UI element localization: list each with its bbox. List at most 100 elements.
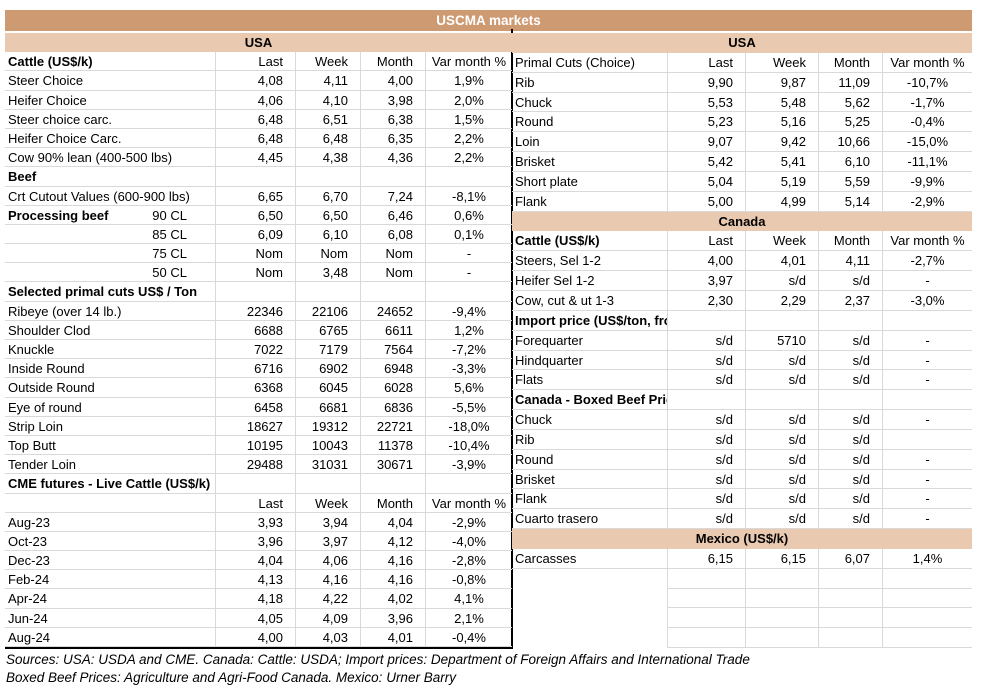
cell-week: 9,42 bbox=[745, 132, 818, 153]
cell-month bbox=[818, 390, 882, 411]
row-label: Steer Choice bbox=[5, 71, 215, 91]
cell-week: s/d bbox=[745, 410, 818, 430]
row-label: Heifer Choice bbox=[5, 91, 215, 110]
section-header-row: Canada - Boxed Beef Prices (US$/k) bbox=[512, 390, 972, 411]
cell-month: 6,08 bbox=[360, 224, 425, 245]
row-label: Outside Round bbox=[5, 378, 215, 398]
cell-month: 4,16 bbox=[360, 570, 425, 590]
cell-week: s/d bbox=[745, 469, 818, 490]
table-row: Top Butt 10195 10043 11378 -10,4% bbox=[5, 435, 512, 456]
cell-week: 6,51 bbox=[295, 109, 360, 129]
cell-month: 6836 bbox=[360, 397, 425, 417]
cell-week bbox=[745, 390, 818, 411]
cell-month: s/d bbox=[818, 449, 882, 470]
cell-month: s/d bbox=[818, 429, 882, 450]
table-row: Dec-23 4,04 4,06 4,16 -2,8% bbox=[5, 551, 512, 571]
cell-var-month bbox=[882, 588, 972, 609]
row-label: Flank bbox=[512, 192, 667, 212]
cell-week: s/d bbox=[745, 489, 818, 510]
cell-week: s/d bbox=[745, 271, 818, 291]
cell-week: 31031 bbox=[295, 455, 360, 475]
row-label: Crt Cutout Values (600-900 lbs) bbox=[5, 187, 215, 206]
cell-var-month: 1,4% bbox=[882, 548, 972, 569]
cell-last: 6,48 bbox=[215, 109, 295, 129]
cell-month: Month bbox=[360, 52, 425, 72]
cell-month: 11378 bbox=[360, 435, 425, 456]
cell-week: 5,16 bbox=[745, 112, 818, 133]
cell-var-month: - bbox=[425, 263, 512, 283]
cell-last: s/d bbox=[667, 469, 745, 490]
cell-last: Last bbox=[667, 231, 745, 252]
cell-var-month: Var month % bbox=[882, 52, 972, 73]
sources-line1: Sources: USA: USDA and CME. Canada: Catt… bbox=[6, 652, 750, 667]
row-label bbox=[512, 608, 667, 628]
sources-note: Sources: USA: USDA and CME. Canada: Catt… bbox=[6, 651, 966, 687]
empty-row bbox=[512, 628, 972, 649]
cell-last bbox=[667, 588, 745, 609]
table-row: Round s/d s/d s/d - bbox=[512, 449, 972, 470]
cell-week: 4,03 bbox=[295, 627, 360, 647]
row-label: Aug-23 bbox=[5, 513, 215, 532]
cell-last: 4,18 bbox=[215, 589, 295, 609]
cell-month: 3,96 bbox=[360, 608, 425, 628]
cell-last: 6458 bbox=[215, 397, 295, 417]
cell-week bbox=[745, 588, 818, 609]
cell-month: 5,59 bbox=[818, 171, 882, 192]
row-label bbox=[512, 589, 667, 609]
cell-week: s/d bbox=[745, 429, 818, 450]
cell-month: Month bbox=[818, 52, 882, 73]
row-label: Hindquarter bbox=[512, 351, 667, 371]
region-band-row: USA bbox=[512, 33, 972, 53]
cell-last: s/d bbox=[667, 410, 745, 430]
cell-month: s/d bbox=[818, 370, 882, 391]
cell-last: 5,23 bbox=[667, 112, 745, 133]
cell-last bbox=[667, 390, 745, 411]
table-row: Inside Round 6716 6902 6948 -3,3% bbox=[5, 359, 512, 379]
row-label: Inside Round bbox=[5, 359, 215, 379]
cell-last: 9,07 bbox=[667, 132, 745, 153]
table-row: Jun-24 4,05 4,09 3,96 2,1% bbox=[5, 608, 512, 628]
cell-var-month: -0,4% bbox=[882, 112, 972, 133]
row-sublabel: 75 CL bbox=[152, 246, 187, 262]
cell-month: 11,09 bbox=[818, 72, 882, 93]
cell-week: 3,94 bbox=[295, 512, 360, 532]
cell-week: s/d bbox=[745, 350, 818, 371]
cell-last: 4,04 bbox=[215, 551, 295, 571]
cell-month bbox=[818, 588, 882, 609]
cell-month: 6948 bbox=[360, 359, 425, 379]
cell-week: 19312 bbox=[295, 416, 360, 436]
table-row: 75 CL Nom Nom Nom - bbox=[5, 244, 512, 264]
cell-week: 6765 bbox=[295, 320, 360, 340]
table-row: 85 CL 6,09 6,10 6,08 0,1% bbox=[5, 224, 512, 245]
cell-var-month: 2,2% bbox=[425, 148, 512, 168]
empty-row bbox=[512, 568, 972, 589]
cell-month: Nom bbox=[360, 263, 425, 283]
column-header-row: Primal Cuts (Choice) Last Week Month Var mon… bbox=[512, 52, 972, 73]
cell-var-month: -1,7% bbox=[882, 92, 972, 113]
column-header-row: Last Week Month Var month % bbox=[5, 493, 512, 513]
cell-last bbox=[667, 608, 745, 629]
region-band-row: Canada bbox=[512, 211, 972, 232]
region-label: Canada bbox=[512, 211, 972, 232]
row-label: Ribeye (over 14 lb.) bbox=[5, 302, 215, 321]
cell-week: Week bbox=[295, 493, 360, 513]
table-row: Aug-23 3,93 3,94 4,04 -2,9% bbox=[5, 512, 512, 532]
cell-last: s/d bbox=[667, 449, 745, 470]
cell-month: 6,38 bbox=[360, 109, 425, 129]
cell-last: 6,15 bbox=[667, 548, 745, 569]
cell-last bbox=[667, 310, 745, 331]
table-row: Cuarto trasero s/d s/d s/d - bbox=[512, 509, 972, 530]
row-label: Forequarter bbox=[512, 331, 667, 351]
cell-week: 4,38 bbox=[295, 148, 360, 168]
cell-var-month: - bbox=[882, 449, 972, 470]
cell-month: s/d bbox=[818, 489, 882, 510]
row-label: Strip Loin bbox=[5, 417, 215, 436]
cell-week: Week bbox=[295, 52, 360, 72]
cell-last: 5,00 bbox=[667, 191, 745, 212]
cell-week bbox=[745, 568, 818, 589]
row-label: CME futures - Live Cattle (US$/k) bbox=[5, 474, 215, 494]
cell-week: 4,22 bbox=[295, 589, 360, 609]
table-row: Short plate 5,04 5,19 5,59 -9,9% bbox=[512, 171, 972, 192]
cell-month: 6,07 bbox=[818, 548, 882, 569]
cell-week: 3,97 bbox=[295, 531, 360, 552]
